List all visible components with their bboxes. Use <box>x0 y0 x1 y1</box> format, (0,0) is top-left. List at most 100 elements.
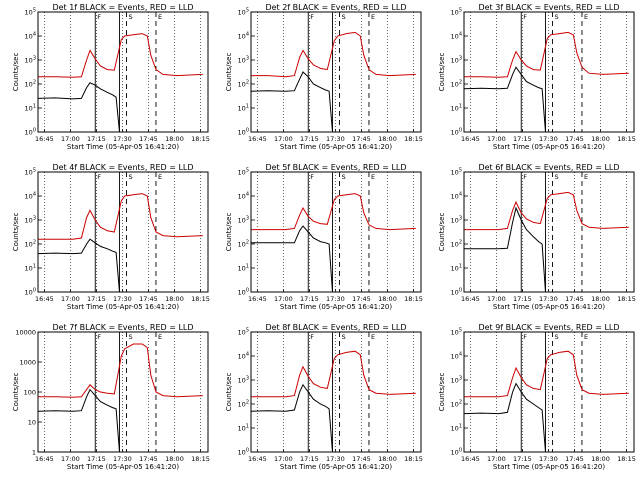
x-axis-label: Start Time (05-Apr-05 16:41:20) <box>280 303 392 311</box>
lld-line <box>38 33 203 78</box>
lld-line <box>38 343 203 398</box>
x-tick-label: 17:45 <box>139 455 158 463</box>
lld-line <box>38 193 203 240</box>
panel-title: Det 7f BLACK = Events, RED = LLD <box>52 323 193 332</box>
event-marker: F <box>523 173 527 181</box>
x-tick-label: 16:45 <box>461 455 480 463</box>
lld-line <box>251 193 416 231</box>
lld-line <box>464 31 629 78</box>
x-axis-label: Start Time (05-Apr-05 16:41:20) <box>280 143 392 151</box>
x-tick-label: 18:00 <box>591 455 610 463</box>
event-marker: S <box>341 333 345 341</box>
event-marker: S <box>128 13 132 21</box>
x-tick-label: 17:15 <box>513 455 532 463</box>
x-tick-label: 18:00 <box>591 135 610 143</box>
y-tick-label: 104 <box>451 352 462 361</box>
y-tick-label: 105 <box>451 328 462 337</box>
x-tick-label: 18:15 <box>191 295 210 303</box>
y-tick-label: 100 <box>451 128 462 137</box>
x-tick-label: 17:30 <box>539 455 558 463</box>
x-tick-label: 17:00 <box>61 455 80 463</box>
y-tick-label: 102 <box>451 240 462 249</box>
x-tick-label: 17:30 <box>113 135 132 143</box>
x-tick-label: 17:30 <box>539 295 558 303</box>
event-marker: F <box>97 173 101 181</box>
x-tick-label: 17:15 <box>87 135 106 143</box>
event-marker: E <box>584 173 588 181</box>
x-tick-label: 17:45 <box>352 295 371 303</box>
lld-line <box>251 31 416 78</box>
x-tick-label: 17:30 <box>326 455 345 463</box>
x-tick-label: 17:00 <box>487 455 506 463</box>
x-tick-label: 16:45 <box>248 295 267 303</box>
x-tick-label: 17:45 <box>565 135 584 143</box>
events-line <box>37 82 120 133</box>
event-marker: S <box>341 13 345 21</box>
x-tick-label: 17:00 <box>274 135 293 143</box>
x-tick-label: 18:00 <box>378 295 397 303</box>
x-tick-label: 17:15 <box>513 295 532 303</box>
event-marker: E <box>371 333 375 341</box>
plot-frame <box>463 171 635 293</box>
x-tick-label: 18:15 <box>191 455 210 463</box>
y-tick-label: 103 <box>238 56 249 65</box>
y-tick-label: 101 <box>451 264 462 273</box>
panel-title: Det 1f BLACK = Events, RED = LLD <box>52 3 193 12</box>
event-marker: F <box>310 333 314 341</box>
panel-title: Det 5f BLACK = Events, RED = LLD <box>265 163 406 172</box>
events-line <box>463 382 546 453</box>
x-axis-label: Start Time (05-Apr-05 16:41:20) <box>67 463 179 471</box>
x-axis-label: Start Time (05-Apr-05 16:41:20) <box>280 463 392 471</box>
y-tick-label: 103 <box>238 376 249 385</box>
y-tick-label: 100 <box>238 288 249 297</box>
event-marker: S <box>341 173 345 181</box>
panel-title: Det 6f BLACK = Events, RED = LLD <box>478 163 619 172</box>
event-marker: E <box>158 13 162 21</box>
y-tick-label: 101 <box>238 104 249 113</box>
x-axis-label: Start Time (05-Apr-05 16:41:20) <box>67 303 179 311</box>
plot-frame <box>250 331 422 453</box>
y-tick-label: 1 <box>32 449 36 457</box>
x-axis-label: Start Time (05-Apr-05 16:41:20) <box>493 463 605 471</box>
y-axis-label: Counts/sec <box>438 53 446 92</box>
x-tick-label: 17:30 <box>326 135 345 143</box>
event-marker: F <box>97 333 101 341</box>
x-tick-label: 16:45 <box>35 455 54 463</box>
x-tick-label: 18:15 <box>404 295 423 303</box>
x-axis-label: Start Time (05-Apr-05 16:41:20) <box>493 303 605 311</box>
x-tick-label: 18:00 <box>591 295 610 303</box>
y-tick-label: 101 <box>25 264 36 273</box>
event-marker: S <box>128 333 132 341</box>
y-tick-label: 100 <box>238 128 249 137</box>
plot-frame <box>250 171 422 293</box>
plot-frame <box>37 171 209 293</box>
x-tick-label: 16:45 <box>461 135 480 143</box>
y-tick-label: 102 <box>25 240 36 249</box>
event-marker: F <box>523 333 527 341</box>
panel-title: Det 4f BLACK = Events, RED = LLD <box>52 163 193 172</box>
y-tick-label: 103 <box>451 216 462 225</box>
plot-frame <box>37 11 209 133</box>
x-tick-label: 18:00 <box>165 135 184 143</box>
y-axis-label: Counts/sec <box>12 373 20 412</box>
y-tick-label: 105 <box>451 168 462 177</box>
x-tick-label: 17:15 <box>300 295 319 303</box>
events-line <box>250 383 333 453</box>
y-tick-label: 101 <box>451 424 462 433</box>
lld-line <box>464 191 629 231</box>
event-marker: E <box>371 13 375 21</box>
y-tick-label: 10000 <box>15 329 36 337</box>
y-tick-label: 101 <box>451 104 462 113</box>
x-tick-label: 16:45 <box>35 135 54 143</box>
y-tick-label: 102 <box>238 240 249 249</box>
x-tick-label: 17:30 <box>326 295 345 303</box>
y-axis-label: Counts/sec <box>12 53 20 92</box>
events-line <box>37 238 120 293</box>
